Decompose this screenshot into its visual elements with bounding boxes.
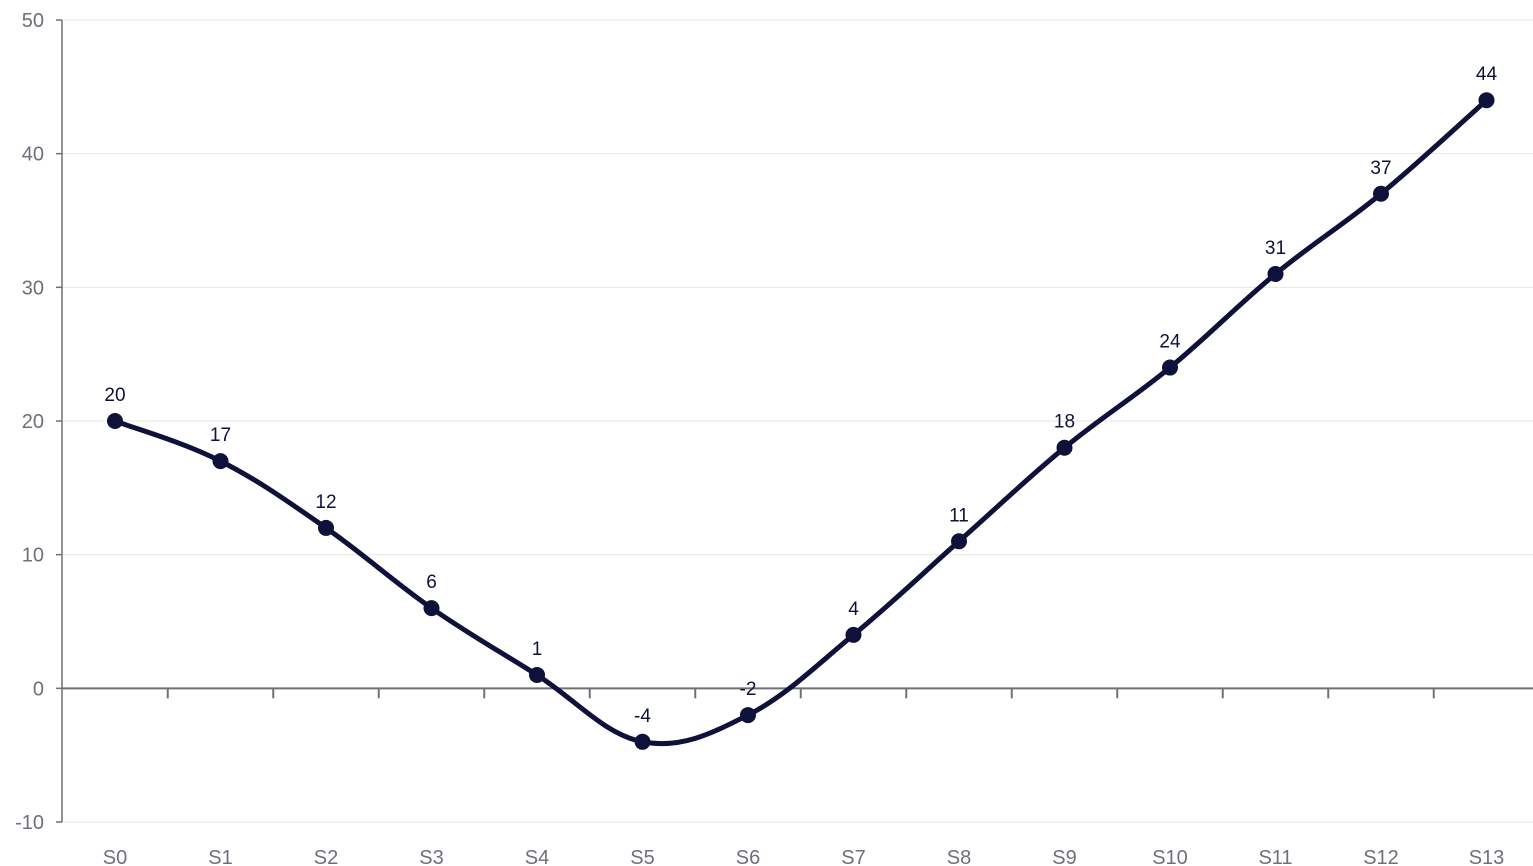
data-point (634, 733, 651, 750)
data-point (1267, 265, 1284, 282)
x-tick-label: S11 (1258, 847, 1292, 866)
data-label: -4 (634, 706, 651, 727)
y-tick-label: 20 (22, 411, 44, 433)
data-label: 44 (1476, 64, 1498, 85)
data-label: 18 (1054, 412, 1075, 433)
x-tick-label: S2 (314, 847, 338, 866)
data-point (423, 600, 440, 617)
data-label: 37 (1370, 158, 1391, 179)
x-tick-label: S4 (525, 847, 549, 866)
data-point (740, 707, 756, 724)
data-point (845, 626, 862, 643)
series-line-path (112, 97, 1489, 747)
data-point (1373, 185, 1389, 202)
data-point (1478, 92, 1495, 109)
x-tick-label: S8 (947, 847, 971, 866)
y-tick-label: 40 (22, 144, 44, 166)
data-point (1162, 359, 1178, 376)
x-tick-label: S0 (103, 847, 127, 866)
data-label: 31 (1265, 238, 1286, 259)
data-point (107, 413, 123, 429)
data-point (529, 666, 545, 683)
data-point (212, 453, 229, 470)
x-tick-label: S13 (1469, 847, 1505, 866)
data-label: -2 (740, 679, 757, 700)
x-tick-label: S9 (1052, 847, 1076, 866)
data-label: 11 (949, 505, 969, 526)
data-label: 6 (426, 572, 437, 593)
data-label: 12 (315, 492, 336, 513)
x-tick-label: S1 (208, 847, 232, 866)
x-tick-label: S10 (1152, 847, 1188, 866)
data-label: 4 (848, 599, 859, 620)
y-tick-labels: -10 0 10 20 30 40 50 (15, 10, 44, 834)
data-label: 20 (104, 385, 125, 406)
x-tick-labels: S0 S1 S2 S3 S4 S5 S6 S7 S8 S9 S10 S11 S12 S13 (103, 847, 1505, 866)
data-label: 17 (210, 425, 231, 446)
x-tick-label: S6 (736, 847, 760, 866)
grid-lines (62, 19, 1533, 823)
y-tick-label: 50 (22, 10, 44, 32)
x-tick-label: S5 (630, 847, 654, 866)
y-tick-label: -10 (15, 812, 44, 834)
series-line (112, 97, 1489, 747)
y-tick-label: 0 (33, 678, 44, 700)
x-tick-label: S7 (841, 847, 865, 866)
x-tick-label: S3 (419, 847, 443, 866)
data-point (951, 533, 967, 550)
x-tick-label: S12 (1363, 847, 1399, 866)
data-point (318, 519, 334, 536)
axes (56, 19, 1533, 823)
data-points (107, 92, 1495, 750)
y-tick-label: 10 (22, 545, 44, 567)
data-label: 24 (1159, 332, 1181, 353)
data-point (1056, 439, 1073, 456)
y-tick-label: 30 (22, 277, 44, 299)
data-labels: 20 17 12 6 1 -4 -2 4 11 18 24 31 37 44 (104, 64, 1497, 727)
data-label: 1 (532, 639, 543, 660)
